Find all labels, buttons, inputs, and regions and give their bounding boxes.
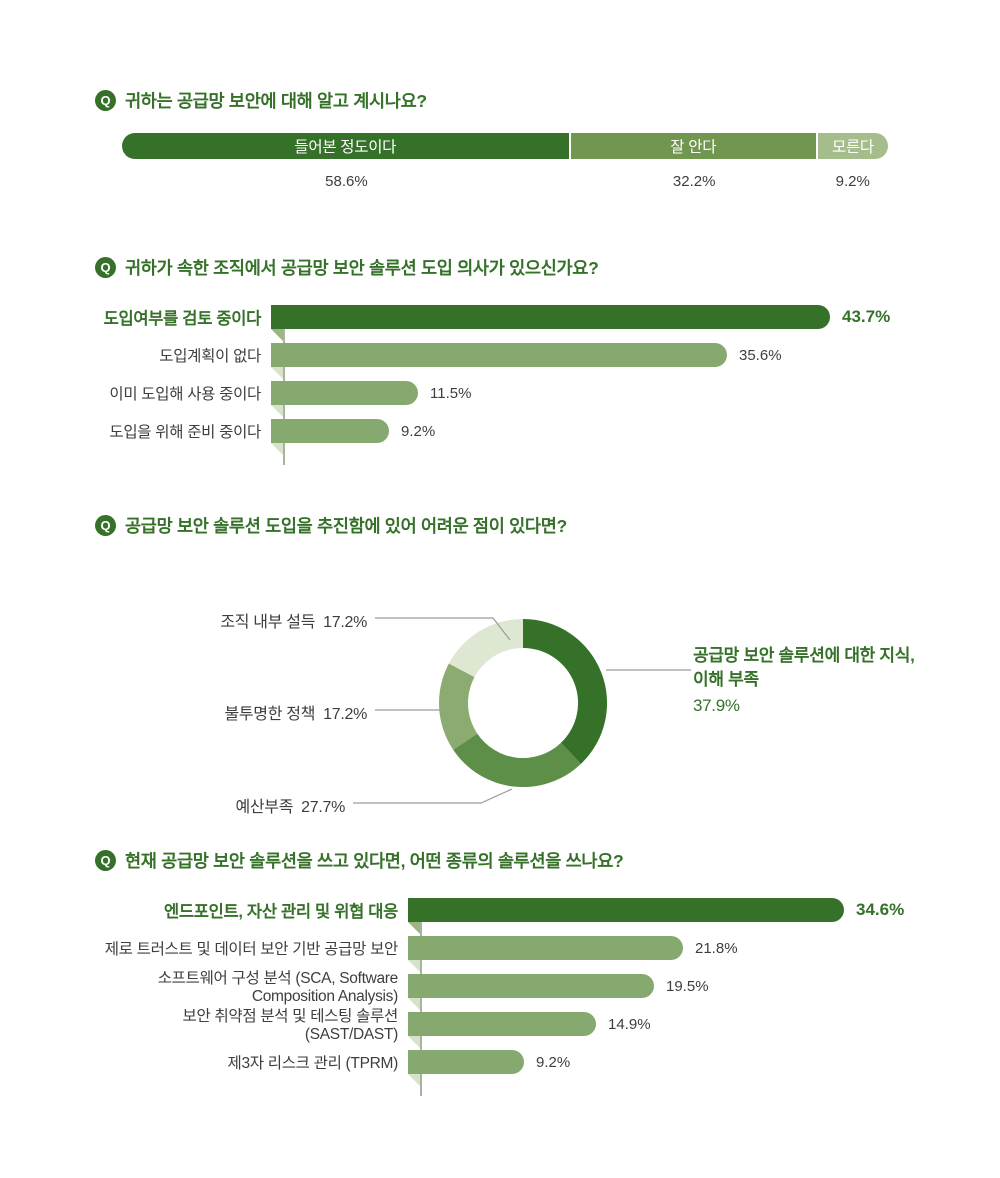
section-q2-adoption-intent: Q 귀하가 속한 조직에서 공급망 보안 솔루션 도입 의사가 있으신가요? 도… xyxy=(95,255,905,465)
bar-zone: 11.5% xyxy=(271,381,472,417)
bar-label: 도입여부를 검토 중이다 xyxy=(103,310,262,328)
donut-label-knowledge-gap: 공급망 보안 솔루션에 대한 지식, 이해 부족 37.9% xyxy=(693,644,943,717)
q4-bar-chart: 엔드포인트, 자산 관리 및 위협 대응 34.6% 제로 트러스트 및 데이터 보… xyxy=(95,891,905,1096)
bar xyxy=(271,419,389,455)
segment-label: 들어본 정도이다 xyxy=(294,139,397,156)
bar-label: 엔드포인트, 자산 관리 및 위협 대응 xyxy=(163,903,398,921)
donut-label-text: 예산부족 xyxy=(235,799,294,816)
donut-label-unclear-policy: 불투명한 정책 17.2% xyxy=(95,700,367,724)
bar-zone: 9.2% xyxy=(408,1050,571,1086)
bar-zone: 14.9% xyxy=(408,1012,651,1048)
q-icon: Q xyxy=(95,850,116,871)
donut-label-pct: 17.2% xyxy=(323,614,367,631)
bar-zone: 9.2% xyxy=(271,419,436,455)
section-q3-difficulties: Q 공급망 보안 솔루션 도입을 추진함에 있어 어려운 점이 있다면? 조직 … xyxy=(95,513,915,848)
donut-label-internal-persuasion: 조직 내부 설득 17.2% xyxy=(95,608,367,632)
segment-percent: 9.2% xyxy=(835,173,870,190)
bar xyxy=(271,381,418,417)
leader-line-top-left xyxy=(375,617,511,641)
q1-title: Q 귀하는 공급망 보안에 대해 알고 계시나요? xyxy=(95,88,905,113)
donut-svg xyxy=(353,617,691,804)
bar-zone: 21.8% xyxy=(408,936,738,972)
bar-fold-shadow xyxy=(271,443,283,455)
segment-percent: 58.6% xyxy=(325,173,368,190)
q4-title: Q 현재 공급망 보안 솔루션을 쓰고 있다면, 어떤 종류의 솔루션을 쓰나요… xyxy=(95,848,905,873)
segment-label: 잘 안다 xyxy=(670,139,717,156)
bar-percent: 9.2% xyxy=(536,1053,571,1071)
bar-row: 도입을 위해 준비 중이다 9.2% xyxy=(95,412,905,455)
q-icon: Q xyxy=(95,515,116,536)
bar-percent: 35.6% xyxy=(739,346,782,364)
bar-zone: 19.5% xyxy=(408,974,709,1010)
donut-slice xyxy=(523,619,608,764)
q2-bar-chart: 도입여부를 검토 중이다 43.7% 도입계획이 없다 35.6% 이미 도입해 사용 … xyxy=(95,298,905,465)
bar xyxy=(271,305,830,341)
bar-row: 제3자 리스크 관리 (TPRM) 9.2% xyxy=(95,1043,905,1086)
bar-percent: 43.7% xyxy=(842,307,891,326)
q-icon: Q xyxy=(95,257,116,278)
bar-zone: 43.7% xyxy=(271,305,891,341)
donut-label-text: 불투명한 정책 xyxy=(224,706,316,723)
leader-lines xyxy=(353,617,691,804)
bar-percent: 11.5% xyxy=(430,384,472,402)
section-q4-solution-types: Q 현재 공급망 보안 솔루션을 쓰고 있다면, 어떤 종류의 솔루션을 쓰나요… xyxy=(95,848,905,1096)
donut-slice xyxy=(448,619,523,678)
donut-label-pct: 27.7% xyxy=(301,799,345,816)
donut-label-text: 조직 내부 설득 xyxy=(220,614,316,631)
bar xyxy=(408,1012,596,1048)
bar-row: 도입계획이 없다 35.6% xyxy=(95,336,905,379)
bar-row: 제로 트러스트 및 데이터 보안 기반 공급망 보안 21.8% xyxy=(95,929,905,972)
bar-zone: 34.6% xyxy=(408,898,905,934)
bar xyxy=(408,974,654,1010)
bar-percent: 9.2% xyxy=(401,422,436,440)
bar-label: 도입계획이 없다 xyxy=(159,348,261,365)
segment-percent: 32.2% xyxy=(672,173,716,190)
donut-label-pct: 37.9% xyxy=(693,695,740,715)
bar-row: 소프트웨어 구성 분석 (SCA, Software Composition A… xyxy=(95,967,905,1010)
bar xyxy=(408,1050,524,1086)
donut-label-budget: 예산부족 27.7% xyxy=(95,793,345,817)
bar-label: 보안 취약점 분석 및 테스팅 솔루션 (SAST/DAST) xyxy=(182,1008,399,1043)
bar xyxy=(408,898,844,934)
q1-question-text: 귀하는 공급망 보안에 대해 알고 계시나요? xyxy=(125,91,427,111)
bar-row: 보안 취약점 분석 및 테스팅 솔루션 (SAST/DAST) 14.9% xyxy=(95,1005,905,1048)
bar xyxy=(271,343,727,379)
stacked-bar: 들어본 정도이다 잘 안다 모른다 xyxy=(122,133,888,159)
bar xyxy=(408,936,683,972)
stacked-bar-percent-row: 58.6% 32.2% 9.2% xyxy=(122,159,888,193)
q2-title: Q 귀하가 속한 조직에서 공급망 보안 솔루션 도입 의사가 있으신가요? xyxy=(95,255,905,280)
q3-question-text: 공급망 보안 솔루션 도입을 추진함에 있어 어려운 점이 있다면? xyxy=(125,516,567,536)
q4-question-text: 현재 공급망 보안 솔루션을 쓰고 있다면, 어떤 종류의 솔루션을 쓰나요? xyxy=(125,851,624,871)
q2-question-text: 귀하가 속한 조직에서 공급망 보안 솔루션 도입 의사가 있으신가요? xyxy=(125,258,599,278)
bar-row: 도입여부를 검토 중이다 43.7% xyxy=(95,298,905,341)
bar-percent: 21.8% xyxy=(695,939,738,957)
bar-row: 엔드포인트, 자산 관리 및 위협 대응 34.6% xyxy=(95,891,905,934)
bar-percent: 14.9% xyxy=(608,1015,651,1033)
bar-percent: 34.6% xyxy=(856,900,905,919)
bar-label: 제3자 리스크 관리 (TPRM) xyxy=(227,1055,399,1072)
donut-label-text: 공급망 보안 솔루션에 대한 지식, 이해 부족 xyxy=(693,646,915,689)
bar-row: 이미 도입해 사용 중이다 11.5% xyxy=(95,374,905,417)
stacked-segment: 잘 안다 xyxy=(570,133,816,159)
stacked-segment: 들어본 정도이다 xyxy=(122,133,569,159)
segment-label: 모른다 xyxy=(832,139,874,156)
bar-fold-shadow xyxy=(408,1074,420,1086)
bar-label: 도입을 위해 준비 중이다 xyxy=(109,424,261,441)
stacked-segment: 모른다 xyxy=(817,133,888,159)
donut-slice xyxy=(453,733,581,788)
bar-percent: 19.5% xyxy=(666,977,709,995)
q3-title: Q 공급망 보안 솔루션 도입을 추진함에 있어 어려운 점이 있다면? xyxy=(95,513,905,538)
q1-stacked-bar-chart: 들어본 정도이다 잘 안다 모른다 58.6% 32.2% 9.2% xyxy=(122,133,888,193)
bar-label: 이미 도입해 사용 중이다 xyxy=(109,386,261,403)
q-icon: Q xyxy=(95,90,116,111)
donut-label-pct: 17.2% xyxy=(323,706,367,723)
bar-label: 소프트웨어 구성 분석 (SCA, Software Composition A… xyxy=(157,970,399,1005)
donut-slice xyxy=(438,663,478,750)
q3-donut-chart: 조직 내부 설득 17.2% 불투명한 정책 17.2% 예산부족 27.7% 공급망… xyxy=(95,548,915,848)
section-q1-awareness: Q 귀하는 공급망 보안에 대해 알고 계시나요? 들어본 정도이다 잘 안다 모른… xyxy=(95,88,905,193)
leader-line-bottom-left xyxy=(353,788,513,804)
bar-zone: 35.6% xyxy=(271,343,782,379)
bar-label: 제로 트러스트 및 데이터 보안 기반 공급망 보안 xyxy=(104,941,399,958)
